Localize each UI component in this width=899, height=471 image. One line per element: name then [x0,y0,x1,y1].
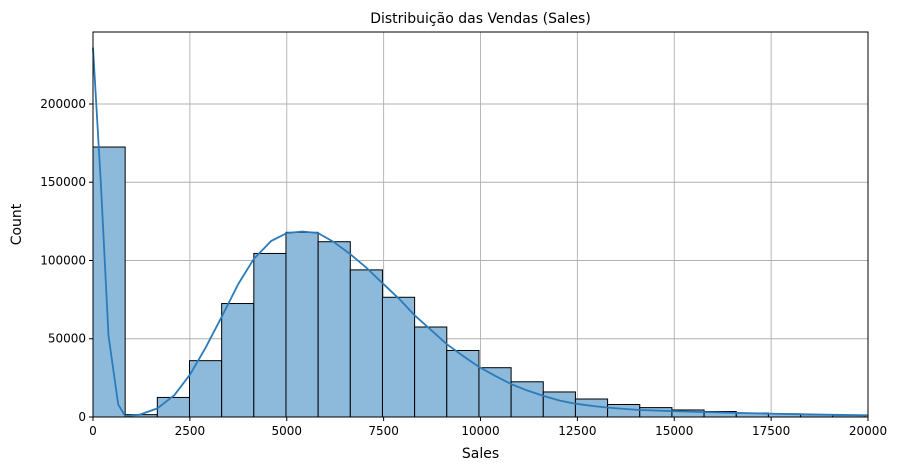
x-tick-label: 15000 [655,424,693,438]
x-tick-label: 2500 [175,424,206,438]
histogram-bar [574,398,609,418]
x-axis-ticks: 0 2500 5000 7500 10000 12500 15000 17500 20000 [89,417,887,438]
x-tick-label: 20000 [849,424,887,438]
histogram-bar [639,407,673,418]
kde-curve [92,47,869,418]
histogram-bar [156,396,190,418]
x-tick-label: 5000 [271,424,302,438]
histogram-bar [349,269,383,418]
x-tick-label: 0 [89,424,97,438]
y-axis-ticks: 0 50000 100000 150000 200000 [40,97,93,424]
y-axis-label: Count [9,203,25,245]
y-tick-label: 0 [78,410,86,424]
y-tick-label: 150000 [40,175,86,189]
x-tick-label: 7500 [368,424,399,438]
histogram-bar [510,381,544,418]
histogram-bar [381,296,416,418]
histogram-bars [92,146,866,418]
kde-curve-group [92,47,869,418]
histogram-bar [414,326,448,418]
grid-lines [92,32,869,418]
x-tick-label: 17500 [752,424,790,438]
histogram-bar [446,349,480,418]
histogram-bar [188,360,223,418]
y-tick-label: 50000 [48,332,86,346]
histogram-bar [607,403,641,418]
histogram-bar [542,391,576,418]
histogram-bar [221,303,255,418]
histogram-bar [317,241,351,418]
y-tick-label: 100000 [40,253,86,267]
x-axis-label: Sales [462,446,499,462]
x-tick-label: 10000 [461,424,499,438]
chart-title: Distribuição das Vendas (Sales) [370,11,591,27]
histogram-bar [253,252,287,418]
histogram-bar [285,231,319,418]
x-tick-label: 12500 [558,424,596,438]
histogram-bar [92,146,126,418]
y-tick-label: 200000 [40,97,86,111]
